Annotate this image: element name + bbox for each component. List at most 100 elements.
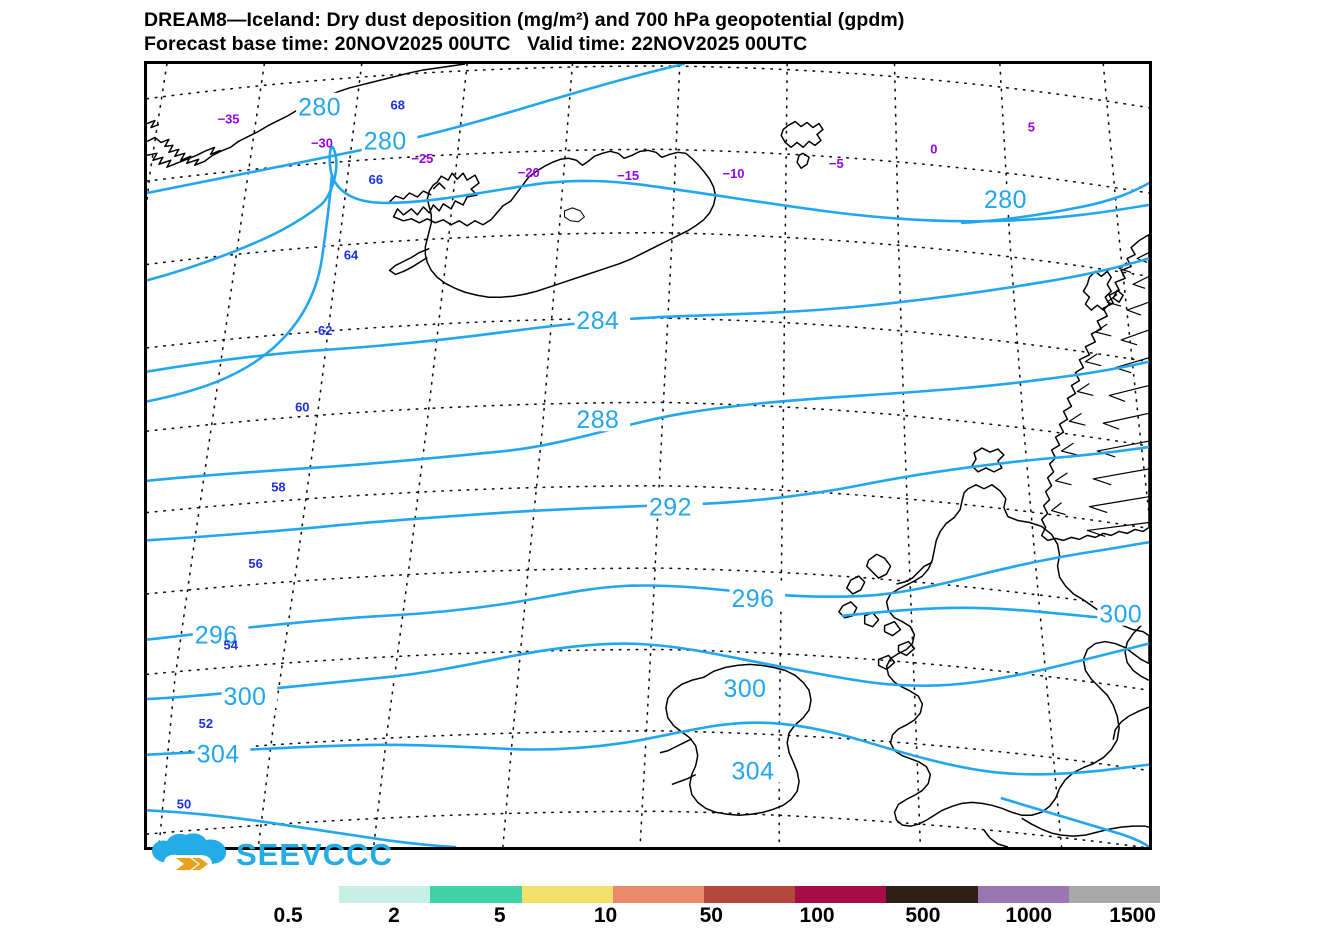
colorbar-segment-7 bbox=[886, 886, 978, 903]
coastline-greenland bbox=[147, 64, 466, 166]
colorbar-label-7: 1000 bbox=[1005, 904, 1053, 927]
svg-text:58: 58 bbox=[271, 480, 285, 495]
svg-text:−5: −5 bbox=[829, 156, 844, 171]
contour-label: 280 bbox=[982, 185, 1038, 214]
coastline-norway bbox=[1040, 233, 1149, 542]
svg-text:60: 60 bbox=[295, 399, 309, 414]
colorbar-label-3: 10 bbox=[593, 904, 618, 927]
colorbar-tick-labels: 0.5 2 5 10 50 100 500 1000 1500 bbox=[248, 904, 1160, 927]
svg-text:280: 280 bbox=[984, 187, 1027, 214]
contour-label: 300 bbox=[221, 682, 278, 711]
geopotential-contours bbox=[147, 64, 1149, 847]
parallel-lines bbox=[147, 65, 1149, 847]
colorbar-label-2: 5 bbox=[493, 904, 506, 927]
contour-280-d bbox=[642, 183, 1149, 223]
svg-text:50: 50 bbox=[177, 796, 191, 811]
contour-label: 304 bbox=[729, 756, 786, 786]
contour-label: 292 bbox=[647, 492, 703, 522]
svg-text:296: 296 bbox=[732, 586, 775, 613]
coastline-iceland bbox=[392, 149, 717, 298]
title-line-2: Forecast base time: 20NOV2025 00UTC Vali… bbox=[144, 33, 808, 55]
svg-text:288: 288 bbox=[576, 407, 619, 434]
map-canvas[interactable]: 280 280 280 284 288 292 296 296 300 300 … bbox=[147, 64, 1149, 847]
svg-text:54: 54 bbox=[224, 638, 239, 653]
contour-label: 288 bbox=[574, 405, 631, 434]
arrow-icon-2 bbox=[192, 858, 208, 870]
colorbar-segment-9 bbox=[1068, 886, 1161, 903]
svg-text:300: 300 bbox=[724, 676, 767, 703]
coastline-denmark bbox=[1124, 619, 1149, 681]
svg-text:−15: −15 bbox=[617, 168, 639, 183]
contour-304-c bbox=[1000, 797, 1149, 847]
svg-text:66: 66 bbox=[369, 172, 383, 187]
contour-300-a bbox=[147, 642, 1149, 701]
svg-text:−25: −25 bbox=[411, 151, 433, 166]
coastline-shetland bbox=[1082, 270, 1112, 311]
seevccc-logo-text: SEEVCCC bbox=[236, 837, 393, 872]
contour-280-b bbox=[147, 145, 646, 282]
contour-label: 296 bbox=[192, 620, 249, 650]
colorbar-label-8: 1500 bbox=[1109, 904, 1156, 927]
colorbar-segment-8 bbox=[977, 886, 1069, 903]
coastlines bbox=[147, 64, 1149, 847]
coastline-hebrides bbox=[865, 553, 892, 579]
svg-text:304: 304 bbox=[732, 759, 775, 786]
colorbar-segment-0 bbox=[248, 886, 340, 903]
longitude-labels: −35 −30 −25 −20 −15 −10 −5 0 5 bbox=[218, 112, 1035, 184]
colorbar-segment-5 bbox=[704, 886, 796, 903]
svg-text:64: 64 bbox=[344, 248, 359, 263]
coastline-orkney bbox=[971, 447, 1005, 473]
arrow-icon bbox=[176, 858, 198, 870]
colorbar-swatches bbox=[248, 886, 1161, 903]
svg-text:280: 280 bbox=[364, 128, 407, 155]
contour-labels: 280 280 280 284 288 292 296 296 300 300 … bbox=[192, 92, 1149, 786]
svg-text:304: 304 bbox=[197, 742, 240, 769]
latitude-labels: 68 66 64 62 60 58 56 54 52 50 bbox=[177, 98, 405, 812]
svg-text:292: 292 bbox=[649, 495, 692, 522]
svg-text:62: 62 bbox=[318, 323, 332, 338]
svg-text:296: 296 bbox=[195, 623, 238, 650]
chart-title-block: DREAM8—Iceland: Dry dust deposition (mg/… bbox=[144, 8, 1324, 56]
coastline-france bbox=[1021, 817, 1149, 837]
contour-label: 304 bbox=[194, 739, 251, 769]
colorbar-segment-2 bbox=[430, 886, 522, 903]
colorbar-segment-4 bbox=[612, 886, 705, 903]
svg-text:56: 56 bbox=[248, 556, 262, 571]
colorbar-segment-1 bbox=[339, 886, 431, 903]
contour-label: 280 bbox=[361, 126, 418, 155]
contour-280-c bbox=[147, 173, 334, 403]
svg-text:52: 52 bbox=[199, 716, 213, 731]
colorbar-label-5: 100 bbox=[799, 904, 835, 927]
svg-text:68: 68 bbox=[391, 98, 405, 113]
contour-label: 296 bbox=[729, 584, 786, 613]
svg-text:300: 300 bbox=[1099, 602, 1142, 629]
contour-280-e bbox=[960, 181, 1149, 225]
contour-label: 284 bbox=[574, 306, 631, 335]
contour-284 bbox=[147, 257, 1149, 373]
svg-text:284: 284 bbox=[576, 308, 619, 335]
map-frame[interactable]: 280 280 280 284 288 292 296 296 300 300 … bbox=[144, 61, 1152, 850]
meridian-lines bbox=[147, 64, 1149, 847]
svg-text:5: 5 bbox=[1028, 119, 1035, 134]
svg-text:−35: −35 bbox=[218, 112, 240, 127]
colorbar-label-0: 0.5 bbox=[273, 904, 303, 927]
colorbar-label-6: 500 bbox=[905, 904, 941, 927]
colorbar: 0.5 2 5 10 50 100 500 1000 1500 bbox=[248, 886, 1161, 927]
svg-text:−30: −30 bbox=[311, 135, 333, 150]
contour-label: 280 bbox=[296, 92, 352, 122]
svg-text:280: 280 bbox=[298, 95, 341, 122]
svg-text:300: 300 bbox=[224, 684, 267, 711]
colorbar-label-4: 50 bbox=[699, 904, 723, 927]
contour-296 bbox=[147, 541, 1149, 641]
svg-text:−10: −10 bbox=[723, 166, 745, 181]
colorbar-label-1: 2 bbox=[388, 904, 400, 927]
seevccc-logo[interactable] bbox=[148, 833, 358, 875]
title-line-1: DREAM8—Iceland: Dry dust deposition (mg/… bbox=[144, 9, 905, 31]
colorbar-segment-6 bbox=[795, 886, 887, 903]
colorbar-segment-3 bbox=[521, 886, 613, 903]
svg-text:−20: −20 bbox=[518, 165, 540, 180]
contour-304-b bbox=[147, 808, 457, 847]
coastline-faroe bbox=[780, 120, 824, 149]
svg-text:0: 0 bbox=[930, 141, 937, 156]
contour-label: 300 bbox=[1097, 599, 1149, 629]
